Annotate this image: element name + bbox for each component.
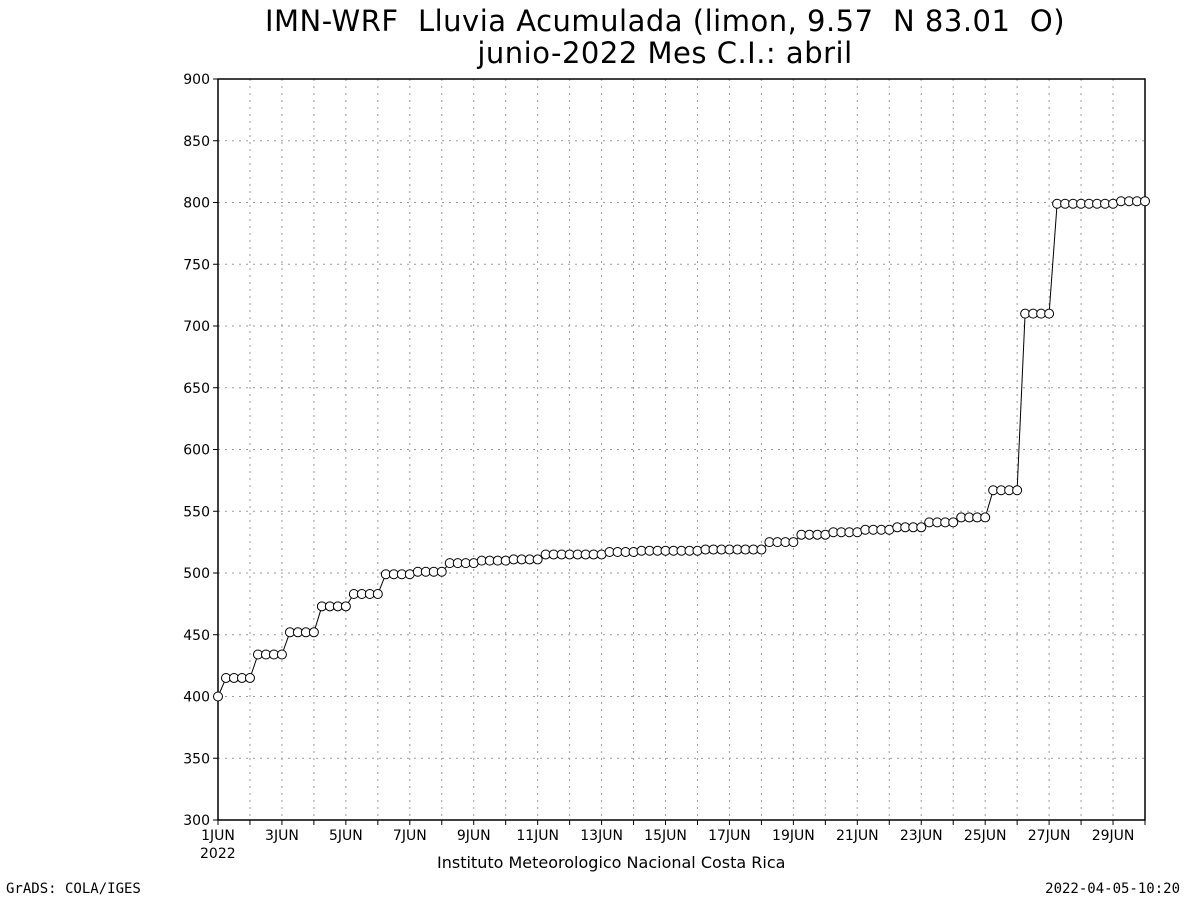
- data-point: [756, 544, 767, 555]
- axes: [213, 78, 1146, 825]
- chart-title-line2: junio-2022 Mes C.I.: abril: [477, 36, 853, 70]
- series: [213, 196, 1150, 702]
- y-tick-label: 700: [183, 319, 210, 335]
- x-tick-label: 29JUN: [1092, 828, 1135, 844]
- y-tick-label: 600: [183, 443, 210, 459]
- x-tick-label: 13JUN: [580, 828, 623, 844]
- data-point: [1044, 308, 1055, 319]
- y-tick-label: 450: [183, 628, 210, 644]
- y-tick-label: 350: [183, 751, 210, 767]
- y-axis-tick-labels: 300 350 400 450 500 550 600 650 700 750 800 850 900: [183, 72, 210, 829]
- data-point: [788, 537, 799, 548]
- x-axis-tick-labels: 1JUN 3JUN 5JUN 7JUN 9JUN 11JUN 13JUN 15JUN 17JUN…: [201, 828, 1134, 844]
- y-tick-label: 400: [183, 690, 210, 706]
- series-line: [217, 200, 1145, 697]
- x-tick-label: 27JUN: [1028, 828, 1071, 844]
- x-tick-label: 23JUN: [900, 828, 943, 844]
- y-tick-label: 750: [183, 257, 210, 273]
- y-tick-label: 300: [183, 813, 210, 829]
- data-point: [532, 554, 543, 565]
- data-point: [372, 588, 383, 599]
- data-point: [1012, 485, 1023, 496]
- x-tick-label: 1JUN: [201, 828, 235, 844]
- x-tick-label: 7JUN: [393, 828, 427, 844]
- x-tick-label: 11JUN: [516, 828, 559, 844]
- chart-title-line1: IMN-WRF Lluvia Acumulada (limon, 9.57 N …: [264, 4, 1066, 38]
- x-tick-label: 25JUN: [964, 828, 1007, 844]
- x-tick-label: 5JUN: [329, 828, 363, 844]
- data-point: [980, 512, 991, 523]
- data-point: [244, 672, 255, 683]
- x-tick-label: 15JUN: [644, 828, 687, 844]
- data-point: [436, 566, 447, 577]
- y-tick-label: 500: [183, 566, 210, 582]
- y-tick-label: 900: [183, 72, 210, 88]
- data-point: [276, 649, 287, 660]
- x-tick-label: 9JUN: [457, 828, 491, 844]
- y-tick-label: 850: [183, 134, 210, 150]
- data-point: [213, 691, 223, 702]
- data-point: [948, 517, 959, 528]
- year-label: 2022: [200, 846, 236, 862]
- y-tick-label: 550: [183, 504, 210, 520]
- credit-label: Instituto Meteorologico Nacional Costa R…: [437, 853, 786, 872]
- grid: [218, 79, 1146, 820]
- x-tick-label: 17JUN: [708, 828, 751, 844]
- x-tick-label: 19JUN: [772, 828, 815, 844]
- data-point: [1140, 196, 1150, 207]
- grads-label: GrADS: COLA/IGES: [6, 881, 141, 897]
- y-tick-label: 650: [183, 381, 210, 397]
- data-point: [340, 601, 351, 612]
- x-tick-label: 21JUN: [836, 828, 879, 844]
- data-point: [308, 627, 319, 638]
- x-tick-label: 3JUN: [265, 828, 299, 844]
- plot-frame: [217, 78, 1146, 821]
- data-point: [916, 522, 927, 533]
- y-tick-label: 800: [183, 196, 210, 212]
- timestamp-label: 2022-04-05-10:20: [1045, 881, 1180, 897]
